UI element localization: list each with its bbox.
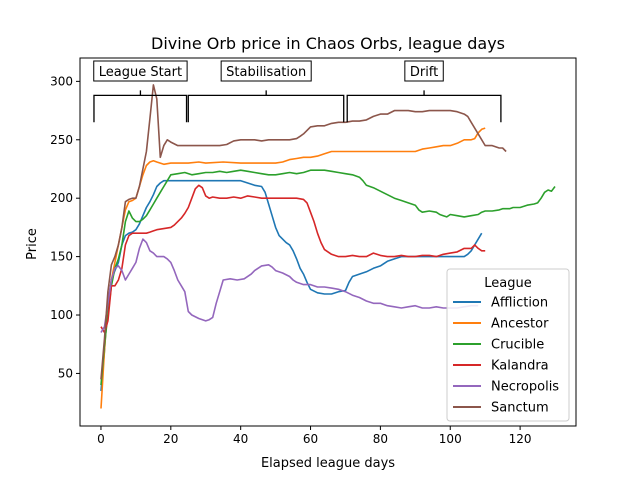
series-line-crucible	[100, 169, 556, 386]
phase-label-box	[220, 60, 312, 82]
x-tick-label: 80	[373, 432, 388, 446]
legend-label-sanctum: Sanctum	[491, 401, 549, 416]
phase-label-box	[93, 60, 188, 82]
phase-label: League Start	[99, 65, 182, 80]
x-tick-label: 0	[97, 432, 105, 446]
x-tick-label: 40	[233, 432, 248, 446]
y-tick-label: 50	[58, 366, 73, 380]
y-tick-label: 250	[50, 133, 73, 147]
phase-bracket	[93, 90, 188, 123]
x-tick-label: 120	[509, 432, 532, 446]
legend-frame	[446, 268, 570, 422]
y-axis-label: Price	[25, 228, 40, 260]
plot-area: 0 20 40 60 80 100 120 50 100 150 200 250 300 League S…	[50, 60, 556, 446]
phase-stabilisation: Stabilisation	[187, 60, 345, 123]
series-line-sanctum	[100, 84, 507, 380]
series-line-necropolis	[100, 238, 479, 333]
axes-frame	[79, 57, 577, 427]
series-lines	[100, 84, 556, 409]
x-tick-label: 100	[439, 432, 462, 446]
phase-annotations: League Start Stabilisation Drift	[93, 60, 502, 123]
series-line-affliction	[100, 179, 483, 392]
legend-label-necropolis: Necropolis	[491, 380, 559, 395]
x-tick-label: 60	[303, 432, 318, 446]
phase-label: Drift	[410, 65, 438, 80]
y-tick-label: 300	[50, 74, 73, 88]
legend-label-kalandra: Kalandra	[491, 359, 549, 374]
legend-label-ancestor: Ancestor	[491, 317, 549, 332]
series-line-ancestor	[100, 127, 486, 409]
y-tick-label: 100	[50, 308, 73, 322]
legend: League Affliction Ancestor Crucible Kalandra…	[446, 268, 570, 422]
series-line-kalandra	[100, 184, 486, 334]
phase-bracket	[346, 90, 502, 123]
legend-label-affliction: Affliction	[491, 296, 548, 311]
axes: 0 20 40 60 80 100 120 50 100 150 200 250 300	[50, 74, 531, 446]
x-axis-label: Elapsed league days	[261, 456, 395, 471]
y-tick-label: 200	[50, 191, 73, 205]
phase-bracket	[187, 90, 345, 123]
legend-label-crucible: Crucible	[491, 338, 544, 353]
phase-drift: Drift	[346, 60, 502, 123]
y-tick-label: 150	[50, 250, 73, 264]
chart-title: Divine Orb price in Chaos Orbs, league d…	[151, 34, 505, 53]
phase-league-start: League Start	[93, 60, 188, 123]
phase-label: Stabilisation	[226, 65, 306, 80]
legend-title: League	[484, 276, 531, 291]
phase-label-box	[404, 60, 444, 82]
x-tick-label: 20	[163, 432, 178, 446]
